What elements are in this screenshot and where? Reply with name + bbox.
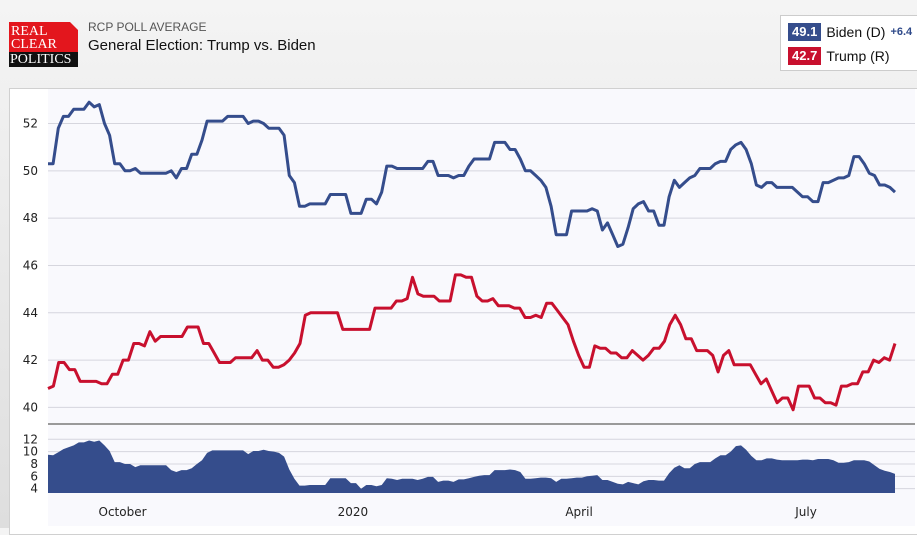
legend-name-trump: Trump (R): [826, 48, 890, 64]
spread-y-tick-label-4: 4: [30, 482, 38, 496]
logo-line3: POLITICS: [9, 52, 78, 67]
legend-value-trump: 42.7: [788, 47, 822, 65]
x-tick-label-2020: 2020: [338, 505, 369, 519]
legend-value-biden: 49.1: [788, 23, 822, 41]
chart-subtitle: RCP POLL AVERAGE: [88, 20, 207, 34]
legend-spread-biden: +6.4: [890, 26, 913, 38]
y-tick-label-48: 48: [23, 211, 38, 225]
legend: 49.1 Biden (D) +6.4 42.7 Trump (R): [780, 15, 917, 71]
spread-y-tick-label-12: 12: [23, 432, 38, 446]
legend-name-biden: Biden (D): [826, 24, 886, 40]
legend-item-biden[interactable]: 49.1 Biden (D) +6.4: [788, 23, 912, 41]
y-tick-label-40: 40: [23, 400, 38, 414]
spread-y-tick-label-8: 8: [30, 457, 38, 471]
logo-line2: CLEAR: [11, 37, 57, 52]
y-tick-label-42: 42: [23, 353, 38, 367]
x-tick-label-april: April: [565, 505, 592, 519]
x-tick-label-october: October: [99, 505, 147, 519]
y-tick-label-46: 46: [23, 258, 38, 272]
y-tick-label-44: 44: [23, 306, 38, 320]
legend-item-trump[interactable]: 42.7 Trump (R): [788, 47, 890, 65]
y-tick-label-50: 50: [23, 164, 38, 178]
spread-y-tick-label-6: 6: [30, 469, 38, 483]
x-tick-label-july: July: [794, 505, 817, 519]
chart-title: General Election: Trump vs. Biden: [88, 37, 316, 54]
biden-line: [48, 100, 897, 248]
y-tick-label-52: 52: [23, 116, 38, 130]
realclearpolitics-logo: REAL CLEAR POLITICS: [9, 22, 78, 67]
spread-area: [48, 440, 895, 493]
trump-line: [47, 273, 897, 412]
logo-fold: [70, 22, 78, 30]
spread-y-tick-label-10: 10: [23, 445, 38, 459]
plot-background: [48, 89, 915, 526]
logo-line1: REAL: [11, 24, 48, 39]
